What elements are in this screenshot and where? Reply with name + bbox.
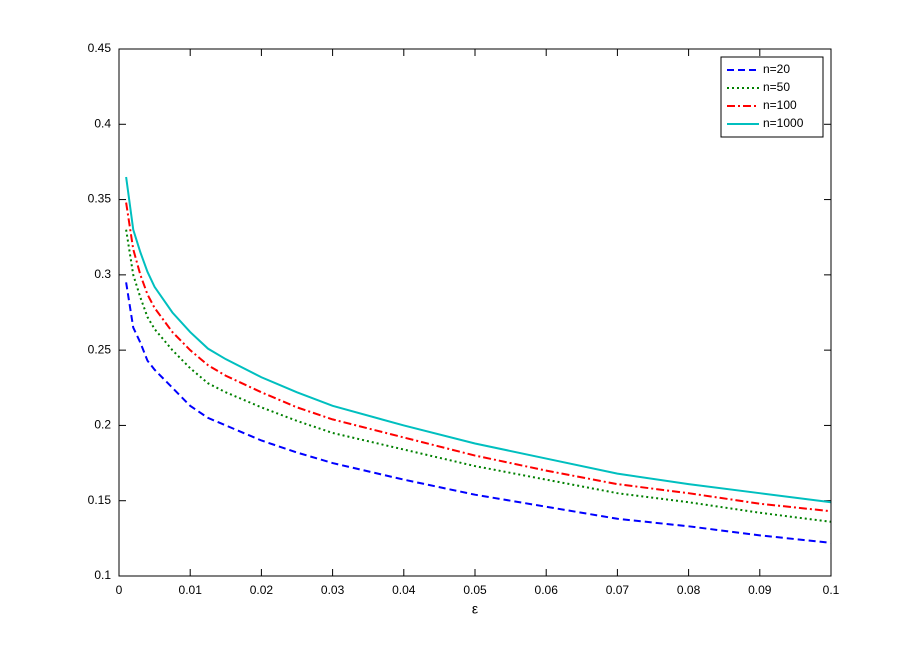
legend-label: n=1000 (763, 116, 804, 130)
y-tick-label: 0.4 (94, 116, 111, 130)
x-tick-label: 0.08 (677, 583, 701, 597)
legend-label: n=50 (763, 80, 790, 94)
legend-label: n=100 (763, 98, 797, 112)
y-tick-label: 0.25 (88, 342, 112, 356)
x-tick-label: 0.01 (179, 583, 203, 597)
series-line (125, 282, 832, 544)
x-tick-label: 0.1 (823, 583, 840, 597)
x-tick-label: 0.02 (250, 583, 274, 597)
y-tick-label: 0.1 (94, 568, 111, 582)
x-tick-label: 0.04 (392, 583, 416, 597)
series-line (125, 176, 832, 504)
legend-label: n=20 (763, 62, 790, 76)
x-axis-label: ε (472, 601, 478, 617)
y-tick-label: 0.2 (94, 418, 111, 432)
x-tick-label: 0.03 (321, 583, 345, 597)
y-tick-label: 0.45 (88, 41, 112, 55)
x-tick-label: 0 (116, 583, 123, 597)
y-tick-label: 0.35 (88, 192, 112, 206)
x-tick-label: 0.07 (606, 583, 630, 597)
series-line (125, 229, 832, 523)
x-tick-label: 0.06 (535, 583, 559, 597)
axes-box (118, 48, 832, 577)
x-tick-label: 0.09 (748, 583, 772, 597)
y-tick-label: 0.15 (88, 493, 112, 507)
y-tick-label: 0.3 (94, 267, 111, 281)
x-tick-label: 0.05 (463, 583, 487, 597)
